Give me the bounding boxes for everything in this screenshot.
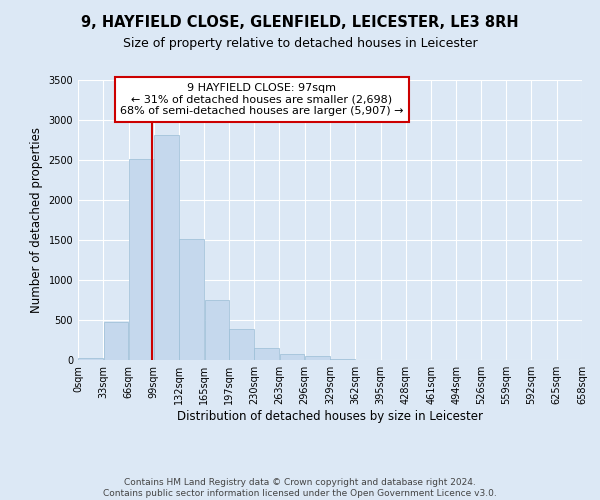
Bar (154, 135, 179, 360)
Text: 9 HAYFIELD CLOSE: 97sqm
← 31% of detached houses are smaller (2,698)
68% of semi: 9 HAYFIELD CLOSE: 97sqm ← 31% of detache… (120, 83, 404, 116)
Text: Contains HM Land Registry data © Crown copyright and database right 2024.
Contai: Contains HM Land Registry data © Crown c… (103, 478, 497, 498)
Bar (205, 300, 229, 360)
Bar (104, 322, 128, 360)
Bar (305, 356, 329, 360)
Y-axis label: Number of detached properties: Number of detached properties (30, 127, 43, 313)
Bar (129, 159, 154, 360)
Bar (79, 358, 103, 360)
Bar (254, 348, 279, 360)
Bar (331, 359, 355, 360)
X-axis label: Distribution of detached houses by size in Leicester: Distribution of detached houses by size … (177, 410, 483, 423)
Bar (179, 239, 204, 360)
Text: Size of property relative to detached houses in Leicester: Size of property relative to detached ho… (122, 38, 478, 51)
Text: 9, HAYFIELD CLOSE, GLENFIELD, LEICESTER, LE3 8RH: 9, HAYFIELD CLOSE, GLENFIELD, LEICESTER,… (81, 15, 519, 30)
Bar (229, 329, 254, 360)
Bar (280, 354, 304, 360)
